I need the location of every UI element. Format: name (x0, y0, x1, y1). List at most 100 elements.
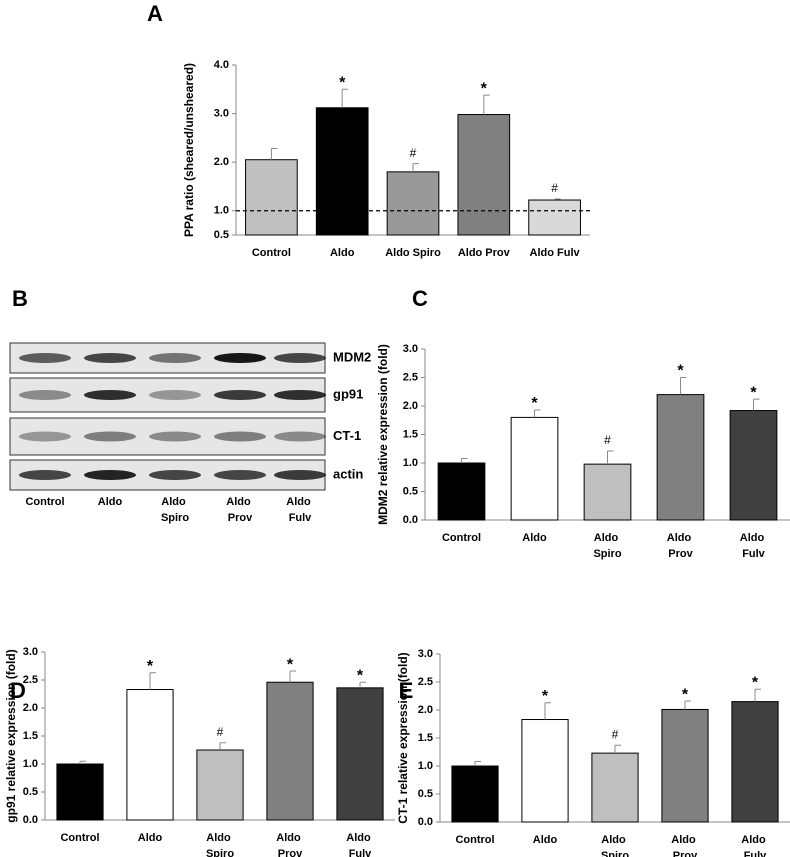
error-bar (483, 94, 490, 115)
significance-marker: * (682, 686, 689, 703)
blot-row-label: MDM2 (333, 349, 371, 364)
y-tick-label: 2.5 (23, 674, 38, 686)
y-tick-label: 1.0 (403, 457, 418, 469)
error-bar (412, 163, 419, 172)
error-bar (614, 744, 621, 754)
blot-band (84, 390, 136, 400)
blot-band (19, 390, 71, 400)
y-tick-label: 1.0 (214, 205, 229, 217)
blot-band (214, 353, 266, 363)
blot-band (214, 431, 266, 442)
error-bar (753, 398, 760, 411)
blot-lane-label: Aldo (98, 496, 123, 508)
y-tick-label: 0.5 (23, 786, 38, 798)
x-tick-label: Control (252, 247, 291, 259)
y-tick-label: 1.5 (403, 428, 418, 440)
blot-band (274, 431, 326, 442)
y-tick-label: 1.0 (418, 760, 433, 772)
y-tick-label: 0.0 (418, 816, 433, 828)
error-bar (341, 88, 349, 108)
y-axis-label: CT-1 relative expression (fold) (396, 652, 410, 823)
significance-marker: * (287, 656, 294, 673)
blot-band (214, 470, 266, 480)
y-tick-label: 2.5 (418, 676, 433, 688)
x-tick-label: Aldo (533, 834, 558, 846)
error-bar (684, 700, 691, 710)
x-tick-label: Aldo (522, 532, 547, 544)
blot-band (84, 431, 136, 442)
blot-band (19, 470, 71, 480)
blot-band (274, 470, 326, 480)
panel-label: D (10, 678, 26, 703)
significance-marker: # (410, 146, 417, 160)
blot-band (274, 390, 326, 400)
bar (656, 394, 705, 521)
blot-band (214, 390, 266, 400)
panel-label: A (147, 1, 163, 26)
bar (591, 752, 639, 823)
panel-label: C (412, 286, 428, 311)
bar (451, 765, 499, 823)
blot-band (274, 353, 326, 363)
bar (528, 199, 581, 236)
panel-label: B (12, 286, 28, 311)
significance-marker: * (339, 75, 346, 92)
y-tick-label: 1.0 (23, 758, 38, 770)
y-axis-label: gp91 relative expression (fold) (4, 649, 18, 822)
x-tick-label: Aldo (330, 247, 355, 259)
blot-band (84, 470, 136, 480)
y-tick-label: 3.0 (418, 648, 433, 660)
y-tick-label: 3.0 (23, 646, 38, 658)
blot-band (149, 470, 201, 480)
x-tick-label: Aldo Prov (276, 832, 304, 857)
blot-lane-label: Aldo Spiro (161, 496, 189, 524)
bar (437, 462, 486, 521)
significance-marker: * (147, 658, 154, 675)
x-tick-label: Control (442, 532, 481, 544)
bar (196, 749, 244, 821)
bar (510, 416, 559, 521)
y-tick-label: 4.0 (214, 59, 229, 71)
x-tick-label: Aldo Spiro (601, 834, 629, 857)
y-axis-label: MDM2 relative expression (fold) (376, 344, 390, 525)
bar (729, 410, 778, 521)
bar (126, 689, 174, 821)
bar (386, 171, 440, 236)
bar (56, 763, 104, 821)
bar (521, 719, 569, 823)
y-tick-label: 2.0 (214, 156, 229, 168)
x-tick-label: Aldo Fulv (740, 532, 768, 560)
error-bar (554, 198, 561, 201)
error-bar (359, 681, 366, 688)
significance-marker: # (551, 181, 558, 195)
error-bar (680, 377, 687, 395)
blot-band (19, 353, 71, 363)
significance-marker: # (604, 433, 611, 447)
y-tick-label: 2.0 (418, 704, 433, 716)
x-tick-label: Control (60, 832, 99, 844)
blot-band (19, 431, 71, 442)
blot-band (149, 431, 201, 442)
significance-marker: # (217, 725, 224, 739)
x-tick-label: Aldo Spiro (206, 832, 234, 857)
y-tick-label: 2.5 (403, 371, 418, 383)
error-bar (607, 450, 614, 465)
y-tick-label: 2.0 (23, 702, 38, 714)
significance-marker: * (750, 384, 757, 401)
error-bar (289, 670, 296, 683)
panel-label: E (399, 678, 414, 703)
y-tick-label: 3.0 (214, 107, 229, 119)
x-tick-label: Aldo (138, 832, 163, 844)
blot-band (149, 390, 201, 400)
bar (336, 687, 384, 821)
bar (245, 159, 298, 236)
x-tick-label: Aldo Fulv (346, 832, 374, 857)
bar (266, 681, 314, 821)
x-tick-label: Aldo Spiro (385, 247, 441, 259)
significance-marker: * (481, 80, 488, 97)
error-bar (219, 742, 226, 750)
blot-row-label: CT-1 (333, 428, 361, 443)
blot-band (149, 353, 201, 363)
bar (583, 463, 632, 521)
